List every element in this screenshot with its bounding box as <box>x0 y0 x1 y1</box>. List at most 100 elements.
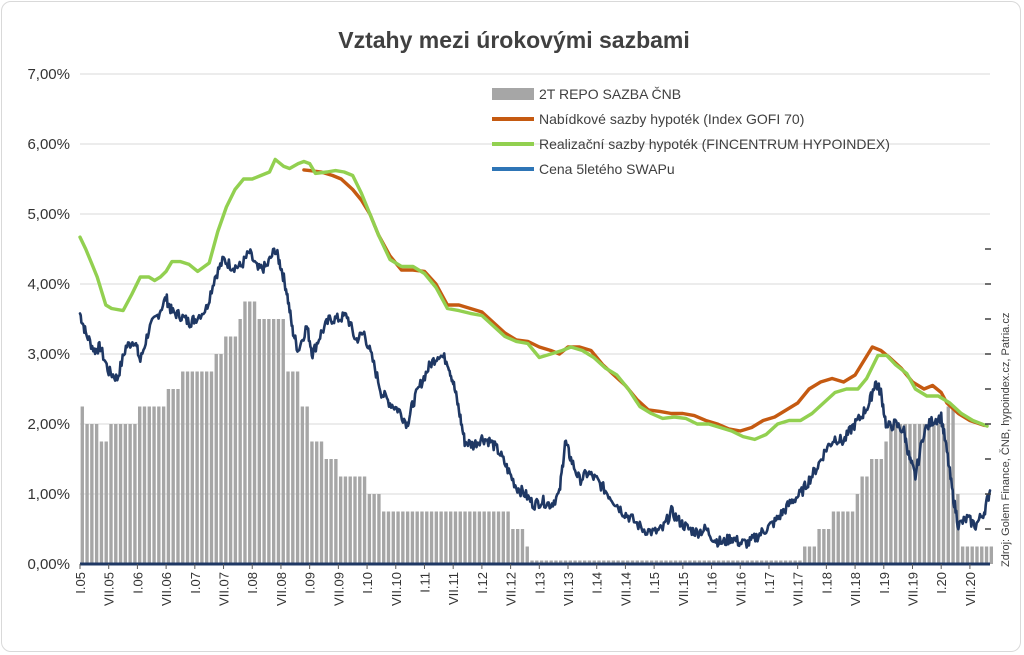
legend-swatch-bar <box>492 88 534 100</box>
repo-bar <box>338 476 343 564</box>
x-axis-ticks: I.05 VII.05 I.06 VII.06 I.07 VII.07 I.08 VII.08… <box>73 564 978 606</box>
repo-bar <box>358 476 362 564</box>
repo-bar <box>271 319 276 564</box>
repo-bar <box>697 560 702 564</box>
repo-bar <box>913 424 917 564</box>
repo-bar <box>429 511 434 564</box>
repo-bar <box>205 371 209 564</box>
repo-bar <box>463 511 467 564</box>
repo-bar <box>262 319 266 564</box>
repo-bar <box>329 459 333 564</box>
repo-bar <box>482 511 486 564</box>
repo-bar <box>917 424 922 564</box>
repo-bar <box>449 511 453 564</box>
repo-bar <box>252 301 257 564</box>
x-tick-label: VII.08 <box>274 572 289 606</box>
repo-bar <box>190 371 195 564</box>
repo-bar <box>673 560 678 564</box>
x-tick-label: VII.09 <box>331 572 346 606</box>
repo-bar <box>630 560 635 564</box>
repo-bar <box>171 389 175 564</box>
repo-bar <box>841 511 845 564</box>
repo-bar <box>592 560 596 564</box>
repo-bar <box>386 511 391 564</box>
repo-bar <box>960 546 965 564</box>
repo-bar <box>109 424 113 564</box>
repo-bar <box>755 560 759 564</box>
repo-bar <box>731 560 735 564</box>
repo-bar <box>846 511 850 564</box>
repo-bar <box>759 560 764 564</box>
repo-bar <box>243 301 247 564</box>
gofi-line <box>302 168 986 433</box>
x-tick-label: I.13 <box>532 572 547 594</box>
repo-bar <box>200 371 204 564</box>
x-tick-label: I.15 <box>647 572 662 594</box>
repo-bar <box>535 560 539 564</box>
legend-label: 2T REPO SAZBA ČNB <box>539 86 681 102</box>
repo-bar <box>133 424 137 564</box>
repo-bar <box>898 424 903 564</box>
x-tick-label: I.19 <box>877 572 892 594</box>
repo-bar <box>319 441 324 564</box>
repo-bar <box>90 424 94 564</box>
repo-bar <box>506 511 510 564</box>
repo-bar <box>142 406 147 564</box>
repo-bar <box>415 511 419 564</box>
repo-bar <box>578 560 582 564</box>
repo-bar <box>348 476 352 564</box>
x-tick-label: I.17 <box>762 572 777 594</box>
hypoindex-line <box>78 157 989 442</box>
repo-bar <box>649 560 654 564</box>
y-tick-label: 6,00% <box>27 136 70 153</box>
repo-bar <box>367 494 372 564</box>
x-tick-label: VII.16 <box>733 572 748 606</box>
x-tick-label: VII.20 <box>963 572 978 606</box>
repo-bar <box>884 441 888 564</box>
repo-bar <box>870 459 874 564</box>
x-tick-label: VII.06 <box>159 572 174 606</box>
repo-bar <box>315 441 319 564</box>
y-tick-label: 2,00% <box>27 416 70 433</box>
repo-bar <box>310 441 314 564</box>
repo-bar <box>563 560 568 564</box>
repo-bar <box>702 560 706 564</box>
x-tick-label: VII.07 <box>217 572 232 606</box>
repo-bar <box>640 560 644 564</box>
repo-bar <box>654 560 659 564</box>
repo-bar <box>224 336 228 564</box>
x-tick-label: I.07 <box>188 572 203 594</box>
repo-bar <box>362 476 367 564</box>
repo-bar <box>659 560 663 564</box>
x-tick-label: VII.05 <box>102 572 117 606</box>
repo-bar <box>343 476 348 564</box>
source-note: Zdroj: Golem Finance, ČNB, hypoindex.cz,… <box>999 313 1012 567</box>
repo-bar <box>568 560 572 564</box>
repo-bar <box>166 389 171 564</box>
repo-bar <box>123 424 128 564</box>
repo-bar <box>965 546 970 564</box>
x-tick-label: I.10 <box>360 572 375 594</box>
repo-bar <box>860 476 864 564</box>
x-tick-label: I.05 <box>73 572 88 594</box>
repo-bar <box>831 511 836 564</box>
repo-bar <box>511 529 515 564</box>
repo-bar <box>932 424 936 564</box>
repo-bar <box>645 560 649 564</box>
repo-bar <box>740 560 745 564</box>
x-tick-label: I.20 <box>934 572 949 594</box>
y-tick-label: 7,00% <box>27 66 70 83</box>
repo-bar <box>893 424 898 564</box>
repo-bar <box>209 371 214 564</box>
repo-bar <box>233 336 238 564</box>
repo-bar <box>501 511 506 564</box>
repo-bar <box>420 511 424 564</box>
repo-bar <box>826 529 831 564</box>
repo-bar <box>803 546 807 564</box>
repo-bar <box>94 424 99 564</box>
repo-bar <box>444 511 448 564</box>
repo-bar <box>621 560 625 564</box>
x-tick-label: I.11 <box>418 572 433 593</box>
repo-bar <box>582 560 587 564</box>
repo-bar <box>248 301 252 564</box>
